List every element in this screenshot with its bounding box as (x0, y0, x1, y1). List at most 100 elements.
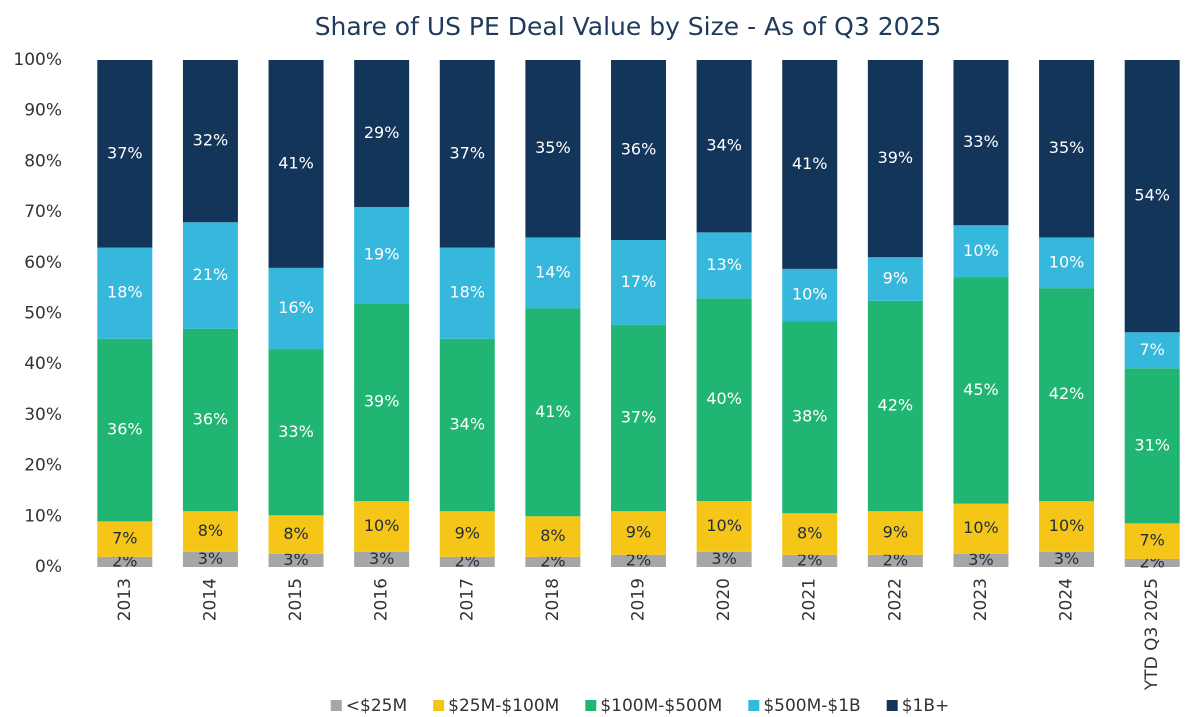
data-label: 3% (283, 550, 308, 569)
data-label: 10% (792, 284, 828, 303)
bar-segment (611, 239, 666, 325)
data-label: 34% (449, 415, 485, 434)
bar-segment (268, 60, 324, 268)
data-label: 33% (963, 132, 999, 151)
data-label: 10% (706, 516, 742, 535)
bar-segment (439, 338, 495, 512)
data-label: 13% (706, 255, 742, 274)
legend: <$25M $25M-$100M $100M-$500M $500M-$1B $1B+ (330, 696, 950, 716)
bar-segment (696, 298, 752, 502)
data-label: 41% (535, 402, 571, 421)
bar-segment (97, 60, 153, 248)
x-tick-label: 2023 (971, 578, 991, 621)
bar-segment (354, 60, 410, 208)
bar-segment (1124, 368, 1180, 524)
data-label: 3% (1054, 549, 1079, 568)
data-label: 9% (626, 523, 651, 542)
bar-segment (525, 516, 581, 557)
data-label: 54% (1134, 186, 1170, 205)
bar-segment (611, 554, 666, 567)
data-label: 8% (540, 526, 565, 545)
data-label: 38% (792, 407, 828, 426)
y-tick-label: 0% (35, 557, 62, 577)
data-label: 29% (364, 123, 400, 142)
bar-segment (953, 225, 1009, 278)
bar-segment (867, 554, 923, 567)
bar-segment (182, 511, 238, 552)
bar-segment (268, 515, 324, 554)
bar-segment (867, 60, 923, 258)
data-label: 41% (278, 153, 314, 172)
bar-segment (525, 308, 581, 517)
bar-segment (182, 328, 238, 512)
bar-segment (696, 501, 752, 552)
data-label: 14% (535, 262, 571, 281)
bar-segment (525, 60, 581, 238)
y-tick-label: 60% (24, 253, 62, 273)
legend-swatch (748, 700, 760, 711)
data-label: 8% (198, 521, 223, 540)
data-label: 31% (1134, 435, 1170, 454)
data-label: 3% (711, 549, 736, 568)
x-tick-label: 2018 (543, 578, 563, 621)
bar-segment (1124, 558, 1180, 567)
chart-title: Share of US PE Deal Value by Size - As o… (315, 12, 942, 41)
data-label: 45% (963, 380, 999, 399)
bar-segment (97, 247, 153, 339)
data-label: 10% (963, 241, 999, 260)
data-label: 3% (369, 549, 394, 568)
bar-segment (953, 503, 1009, 554)
y-tick-label: 100% (13, 50, 62, 70)
bar-segment (1039, 237, 1095, 289)
x-tick-label: 2021 (800, 578, 820, 621)
x-tick-label: 2016 (372, 578, 392, 621)
data-label: 16% (278, 298, 314, 317)
data-label: 37% (107, 143, 143, 162)
bar-segment (182, 551, 238, 567)
data-label: 2% (626, 550, 651, 569)
data-label: 2% (883, 550, 908, 569)
legend-label: $1B+ (902, 696, 950, 716)
bar-segment (696, 232, 752, 299)
data-label: 32% (193, 131, 229, 150)
legend-swatch (330, 700, 342, 711)
bar-segment (354, 303, 410, 502)
data-label: 18% (449, 283, 485, 302)
data-label: 7% (1139, 531, 1164, 550)
bar-segment (354, 207, 410, 304)
x-tick-label: 2013 (115, 578, 135, 621)
data-label: 18% (107, 283, 143, 302)
bar-segment (1039, 551, 1095, 567)
x-tick-label: YTD Q3 2025 (1142, 578, 1162, 691)
bar-segment (354, 501, 410, 552)
bar-segment (268, 267, 324, 350)
bar-segment (953, 60, 1009, 226)
data-label: 19% (364, 245, 400, 264)
data-label: 2% (797, 550, 822, 569)
data-label: 9% (883, 269, 908, 288)
bar-segment (611, 60, 666, 240)
data-label: 33% (278, 422, 314, 441)
data-label: 34% (706, 136, 742, 155)
y-tick-label: 30% (24, 405, 62, 425)
bar-segment (696, 60, 752, 233)
data-label: 8% (797, 524, 822, 543)
bar-segment (867, 511, 923, 555)
legend-label: $100M-$500M (600, 696, 722, 716)
bar-segment (867, 300, 923, 512)
legend-swatch (433, 700, 445, 711)
data-label: 35% (535, 138, 571, 157)
bar-segment (268, 553, 324, 567)
bar-segment (182, 60, 238, 223)
y-tick-label: 90% (24, 101, 62, 121)
x-tick-label: 2015 (286, 578, 306, 621)
x-tick-label: 2019 (629, 578, 649, 621)
data-label: 37% (449, 143, 485, 162)
bar-segment (1124, 60, 1180, 333)
data-label: 35% (1049, 138, 1085, 157)
y-tick-label: 20% (24, 456, 62, 476)
data-label: 9% (455, 524, 480, 543)
data-label: 37% (621, 407, 657, 426)
data-label: 3% (968, 550, 993, 569)
bar-segment (953, 553, 1009, 567)
